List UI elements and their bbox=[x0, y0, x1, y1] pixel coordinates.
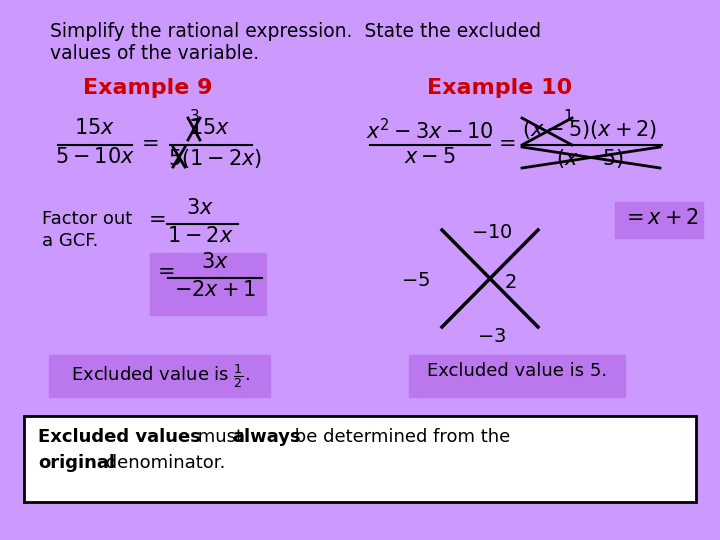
Text: $x-5$: $x-5$ bbox=[404, 147, 456, 167]
Text: Example 10: Example 10 bbox=[428, 78, 572, 98]
Text: $=$: $=$ bbox=[138, 132, 158, 152]
Text: $3$: $3$ bbox=[189, 108, 199, 124]
Text: $=$: $=$ bbox=[494, 132, 516, 152]
Text: $-2x+1$: $-2x+1$ bbox=[174, 280, 256, 300]
Text: $15x$: $15x$ bbox=[74, 118, 115, 138]
FancyBboxPatch shape bbox=[150, 253, 266, 315]
Text: $1-2x$: $1-2x$ bbox=[166, 226, 233, 246]
Text: Simplify the rational expression.  State the excluded: Simplify the rational expression. State … bbox=[50, 22, 541, 41]
Text: $(x-5)(x+2)$: $(x-5)(x+2)$ bbox=[522, 118, 657, 141]
Text: $(x-5)$: $(x-5)$ bbox=[556, 147, 624, 170]
Text: $15x$: $15x$ bbox=[189, 118, 230, 138]
Text: values of the variable.: values of the variable. bbox=[50, 44, 259, 63]
Text: Factor out: Factor out bbox=[42, 210, 132, 228]
Text: a GCF.: a GCF. bbox=[42, 232, 99, 250]
Text: always: always bbox=[232, 428, 301, 446]
Text: denominator.: denominator. bbox=[100, 454, 225, 472]
Text: $=x+2$: $=x+2$ bbox=[622, 208, 698, 228]
FancyBboxPatch shape bbox=[49, 355, 270, 397]
Text: Example 9: Example 9 bbox=[84, 78, 212, 98]
Text: must: must bbox=[192, 428, 248, 446]
FancyBboxPatch shape bbox=[615, 202, 703, 238]
Text: $2$: $2$ bbox=[504, 273, 516, 293]
FancyBboxPatch shape bbox=[24, 416, 696, 502]
Text: $x^2-3x-10$: $x^2-3x-10$ bbox=[366, 118, 494, 143]
Text: Excluded value is $\frac{1}{2}$.: Excluded value is $\frac{1}{2}$. bbox=[71, 362, 250, 390]
Text: be determined from the: be determined from the bbox=[289, 428, 510, 446]
Text: $3x$: $3x$ bbox=[186, 198, 214, 218]
Text: $=$: $=$ bbox=[144, 208, 166, 228]
Text: Excluded value is 5.: Excluded value is 5. bbox=[427, 362, 607, 380]
FancyBboxPatch shape bbox=[409, 355, 625, 397]
Text: Excluded values: Excluded values bbox=[38, 428, 201, 446]
Text: $-10$: $-10$ bbox=[471, 223, 513, 242]
Text: $-5$: $-5$ bbox=[401, 271, 430, 289]
Text: $5-10x$: $5-10x$ bbox=[55, 147, 135, 167]
Text: $3x$: $3x$ bbox=[201, 252, 229, 272]
Text: $1$: $1$ bbox=[563, 108, 573, 124]
Text: original: original bbox=[38, 454, 115, 472]
Text: $5(1-2x)$: $5(1-2x)$ bbox=[168, 147, 262, 170]
Text: $=$: $=$ bbox=[153, 260, 175, 280]
Text: $-3$: $-3$ bbox=[477, 327, 507, 346]
